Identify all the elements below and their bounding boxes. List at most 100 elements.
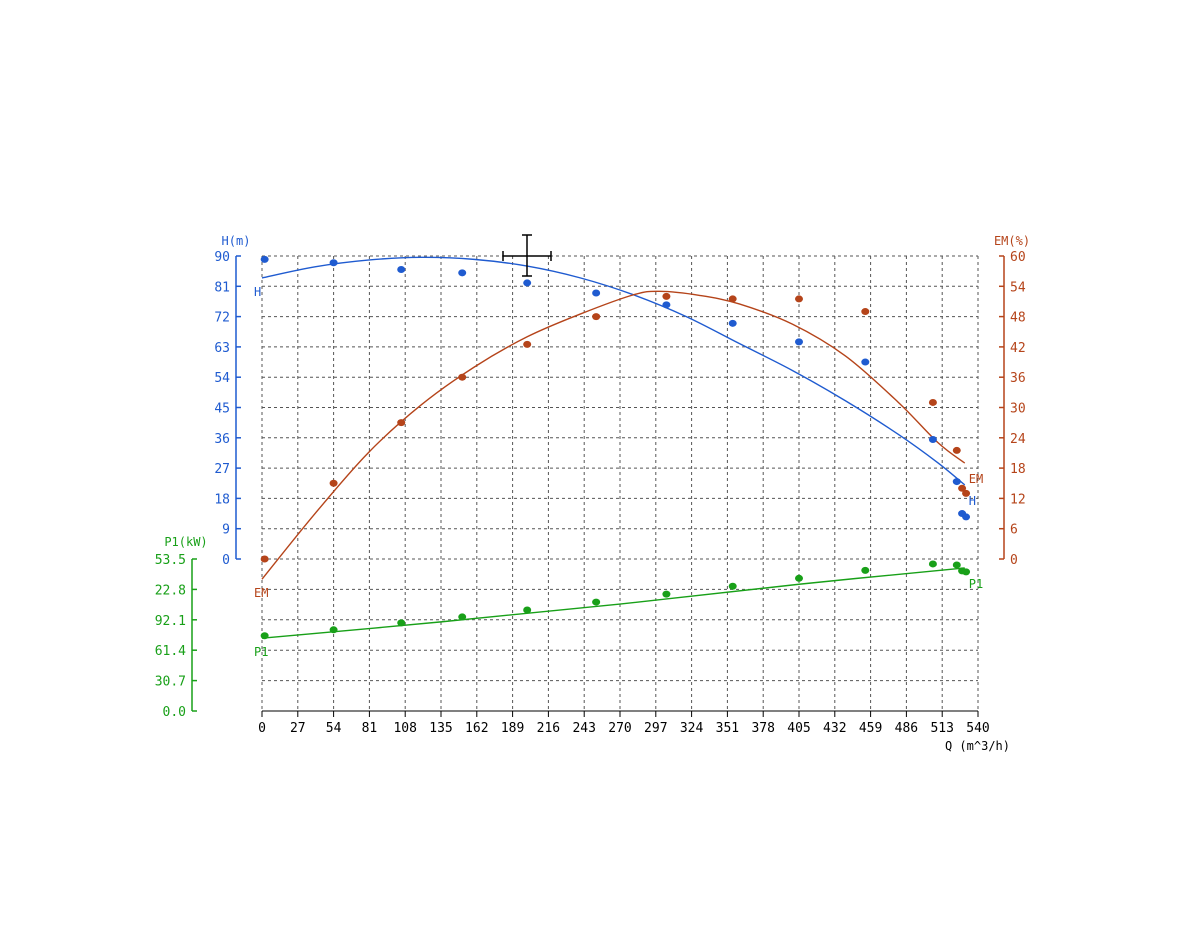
x-tick-label: 81 <box>362 721 378 736</box>
data-point-em <box>962 489 971 497</box>
p1-tick-label: 22.8 <box>155 583 186 598</box>
h-tick-label: 63 <box>214 341 230 356</box>
h-tick-label: 72 <box>214 311 230 326</box>
em-tick-label: 6 <box>1010 523 1018 538</box>
series-curve-h <box>261 256 966 486</box>
x-tick-label: 108 <box>393 721 416 736</box>
data-point-em <box>397 419 406 427</box>
x-tick-label: 162 <box>465 721 488 736</box>
data-point-p1 <box>952 561 961 569</box>
x-tick-label: 513 <box>930 721 953 736</box>
data-point-p1 <box>458 613 467 621</box>
data-point-em <box>958 484 967 492</box>
series-label-end-em: EM <box>969 472 983 486</box>
p1-tick-label: 53.5 <box>155 553 186 568</box>
x-tick-label: 432 <box>823 721 846 736</box>
data-point-em <box>662 292 671 300</box>
p1-tick-label: 30.7 <box>155 675 186 690</box>
x-tick-label: 0 <box>258 721 266 736</box>
x-tick-label: 486 <box>895 721 918 736</box>
data-point-h <box>397 265 406 273</box>
h-tick-label: 9 <box>222 523 230 538</box>
series-label-start-em: EM <box>254 586 268 600</box>
data-point-h <box>795 338 803 346</box>
em-tick-label: 30 <box>1010 402 1026 417</box>
data-point-em <box>795 295 803 303</box>
x-tick-label: 189 <box>501 721 524 736</box>
data-point-p1 <box>397 619 406 627</box>
x-tick-label: 324 <box>680 721 704 736</box>
em-tick-label: 24 <box>1010 432 1026 447</box>
h-tick-label: 54 <box>214 371 230 386</box>
series-curve-p1 <box>261 567 965 639</box>
data-point-h <box>523 279 532 287</box>
em-tick-label: 42 <box>1010 341 1026 356</box>
data-point-p1 <box>329 626 338 634</box>
em-tick-label: 36 <box>1010 371 1026 386</box>
data-point-h <box>458 269 467 277</box>
x-tick-label: 540 <box>966 721 989 736</box>
h-tick-label: 81 <box>214 280 230 295</box>
fitted-curves <box>261 256 966 639</box>
h-tick-label: 36 <box>214 432 230 447</box>
data-point-p1 <box>523 606 532 614</box>
data-point-p1 <box>728 582 737 590</box>
data-point-p1 <box>592 598 601 606</box>
data-point-em <box>523 340 532 348</box>
data-point-p1 <box>962 568 971 576</box>
h-tick-label: 18 <box>214 492 230 507</box>
x-tick-label: 459 <box>859 721 882 736</box>
axes <box>191 255 1005 717</box>
data-point-p1 <box>795 574 803 582</box>
data-point-h <box>662 301 671 309</box>
em-axis-title: EM(%) <box>994 234 1030 248</box>
data-point-em <box>458 373 467 381</box>
data-point-h <box>260 255 269 263</box>
series-label-start-p1: P1 <box>254 645 268 659</box>
series-curve-em <box>261 290 966 580</box>
em-tick-label: 0 <box>1010 553 1018 568</box>
x-tick-label: 54 <box>326 721 342 736</box>
p1-tick-label: 92.1 <box>155 614 186 629</box>
em-tick-label: 54 <box>1010 280 1026 295</box>
x-tick-label: 270 <box>608 721 631 736</box>
data-point-em <box>592 313 601 321</box>
p1-tick-label: 61.4 <box>155 644 186 659</box>
em-tick-label: 12 <box>1010 492 1026 507</box>
data-point-em <box>260 555 269 563</box>
data-point-em <box>928 398 937 406</box>
data-point-h <box>329 259 338 267</box>
series-label-end-p1: P1 <box>969 577 983 591</box>
data-point-h <box>928 435 937 443</box>
x-tick-label: 405 <box>787 721 810 736</box>
series-label-end-h: H <box>969 494 976 508</box>
data-point-em <box>329 479 338 487</box>
x-tick-label: 216 <box>537 721 560 736</box>
x-tick-label: 378 <box>751 721 774 736</box>
data-point-h <box>861 358 870 366</box>
data-point-p1 <box>861 566 870 574</box>
x-tick-label: 351 <box>716 721 739 736</box>
data-point-em <box>728 295 737 303</box>
data-point-h <box>952 478 961 486</box>
p1-tick-label: 0.0 <box>163 705 186 720</box>
axis-labels: 0 27 54 81 108 135 162 189 216 243 270 297 324 351 378… <box>155 234 1030 753</box>
data-point-h <box>962 513 971 521</box>
x-tick-label: 135 <box>429 721 452 736</box>
h-tick-label: 0 <box>222 553 230 568</box>
x-tick-label: 243 <box>572 721 595 736</box>
data-point-h <box>592 289 601 297</box>
data-point-p1 <box>662 590 671 598</box>
crosshair-cursor <box>502 234 552 277</box>
data-point-p1 <box>928 560 937 568</box>
em-tick-label: 48 <box>1010 311 1026 326</box>
data-points <box>260 255 971 640</box>
h-axis-title: H(m) <box>222 234 251 248</box>
h-tick-label: 90 <box>214 250 230 265</box>
em-tick-label: 18 <box>1010 462 1026 477</box>
x-tick-label: 297 <box>644 721 667 736</box>
h-tick-label: 27 <box>214 462 230 477</box>
p1-axis-title: P1(kW) <box>164 535 207 549</box>
em-tick-label: 60 <box>1010 250 1026 265</box>
